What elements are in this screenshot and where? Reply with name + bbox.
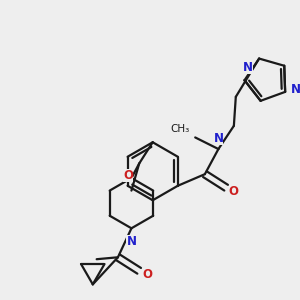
Text: O: O [229, 185, 239, 198]
Text: O: O [142, 268, 152, 281]
Text: O: O [123, 169, 134, 182]
Text: N: N [291, 83, 300, 96]
Text: N: N [243, 61, 253, 74]
Text: N: N [213, 132, 224, 145]
Text: CH₃: CH₃ [170, 124, 189, 134]
Text: N: N [126, 235, 136, 248]
